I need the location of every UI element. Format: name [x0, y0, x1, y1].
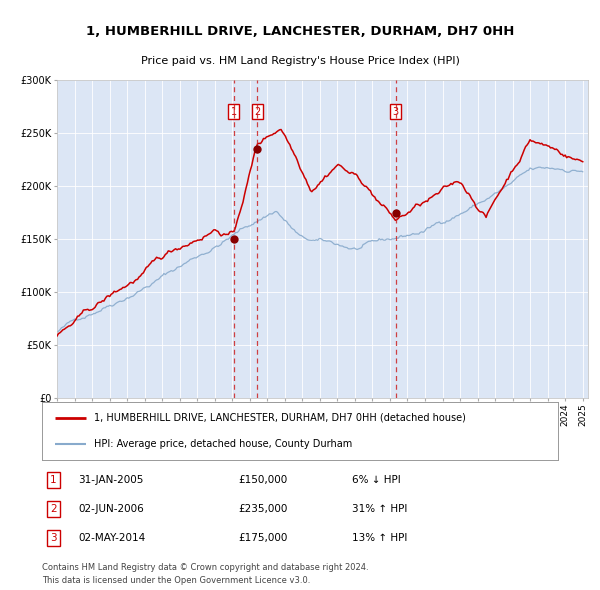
Text: Price paid vs. HM Land Registry's House Price Index (HPI): Price paid vs. HM Land Registry's House …	[140, 56, 460, 66]
Text: 13% ↑ HPI: 13% ↑ HPI	[352, 533, 407, 543]
Text: 1, HUMBERHILL DRIVE, LANCHESTER, DURHAM, DH7 0HH: 1, HUMBERHILL DRIVE, LANCHESTER, DURHAM,…	[86, 25, 514, 38]
Text: 02-MAY-2014: 02-MAY-2014	[78, 533, 145, 543]
Text: 1, HUMBERHILL DRIVE, LANCHESTER, DURHAM, DH7 0HH (detached house): 1, HUMBERHILL DRIVE, LANCHESTER, DURHAM,…	[94, 412, 466, 422]
Text: Contains HM Land Registry data © Crown copyright and database right 2024.: Contains HM Land Registry data © Crown c…	[42, 562, 368, 572]
Text: 3: 3	[392, 107, 399, 117]
Text: 31% ↑ HPI: 31% ↑ HPI	[352, 504, 407, 514]
Text: 1: 1	[50, 475, 56, 485]
Text: This data is licensed under the Open Government Licence v3.0.: This data is licensed under the Open Gov…	[42, 576, 310, 585]
Text: 2: 2	[50, 504, 56, 514]
Text: 3: 3	[50, 533, 56, 543]
Text: 6% ↓ HPI: 6% ↓ HPI	[352, 475, 400, 485]
Text: £150,000: £150,000	[238, 475, 287, 485]
Text: HPI: Average price, detached house, County Durham: HPI: Average price, detached house, Coun…	[94, 440, 352, 450]
Text: 31-JAN-2005: 31-JAN-2005	[78, 475, 143, 485]
Text: 1: 1	[230, 107, 237, 117]
Text: £175,000: £175,000	[238, 533, 287, 543]
Text: 2: 2	[254, 107, 260, 117]
Text: 02-JUN-2006: 02-JUN-2006	[78, 504, 144, 514]
Text: £235,000: £235,000	[238, 504, 287, 514]
